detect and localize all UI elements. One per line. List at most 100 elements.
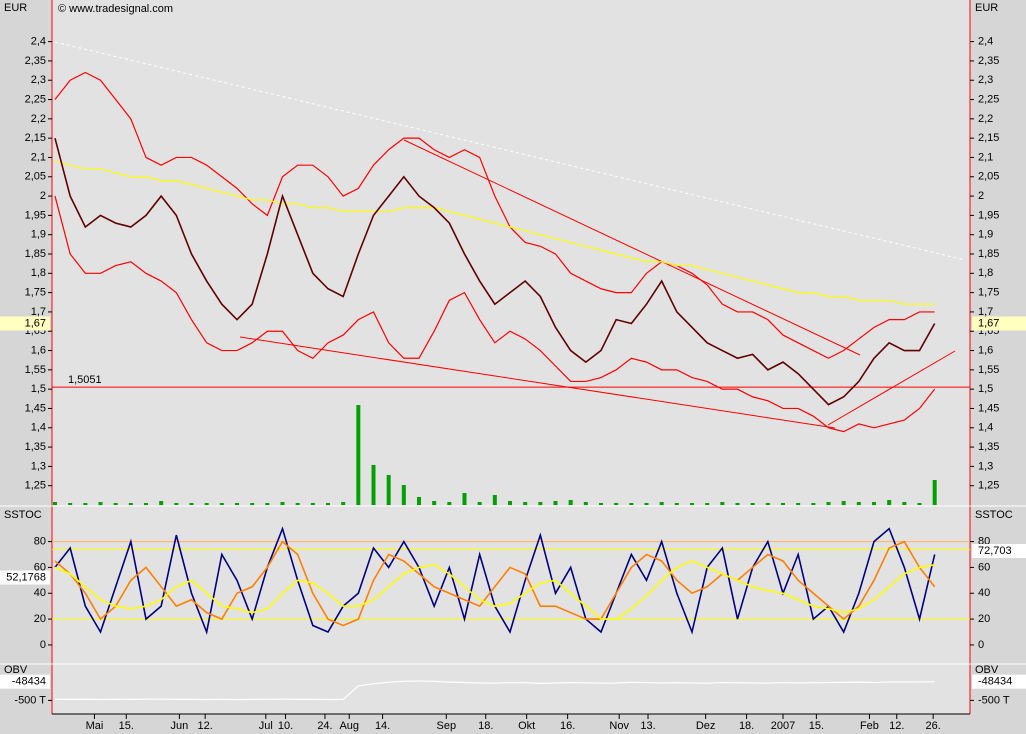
volume-bar	[417, 497, 421, 505]
y-tick-label: 1,3	[31, 460, 46, 472]
volume-bar	[705, 503, 710, 505]
x-tick-label: Sep	[437, 720, 457, 732]
y-tick-label: 20	[34, 613, 46, 625]
y-tick-label: 1,35	[25, 441, 46, 453]
volume-bar	[53, 502, 57, 505]
series-line	[54, 680, 935, 701]
value-label: -48434	[978, 676, 1012, 688]
y-tick-label: 2,05	[978, 171, 999, 183]
volume-bar	[674, 503, 679, 505]
x-tick-label: 12.	[889, 720, 904, 732]
volume-bar	[856, 502, 861, 505]
volume-bar	[447, 502, 452, 505]
volume-bar	[811, 503, 816, 505]
volume-bar	[720, 502, 725, 505]
y-tick-label: 60	[978, 561, 990, 573]
x-tick-label: 18.	[478, 720, 493, 732]
y-tick-label: 1,95	[978, 209, 999, 221]
y-tick-label: 0	[40, 639, 46, 651]
y-tick-label: 1,8	[31, 267, 46, 279]
axis-label: OBV	[975, 664, 999, 676]
volume-bar	[326, 503, 330, 505]
volume-bar	[265, 503, 270, 505]
y-tick-label: 60	[34, 561, 46, 573]
volume-bar	[295, 503, 300, 505]
value-label: -48434	[12, 676, 46, 688]
y-tick-label: 1,6	[31, 344, 46, 356]
x-tick-label: 26.	[926, 720, 941, 732]
x-tick-label: 10.	[278, 720, 293, 732]
x-tick-label: 14.	[375, 720, 390, 732]
trend-line	[239, 336, 836, 429]
volume-bar	[371, 465, 376, 505]
value-label: 72,703	[978, 545, 1012, 557]
axis-label: EUR	[975, 2, 998, 14]
series-line	[54, 560, 935, 620]
volume-bar	[280, 502, 285, 505]
value-box	[0, 674, 50, 689]
y-tick-label: 1,25	[25, 480, 46, 492]
volume-bar	[735, 503, 740, 505]
axis-label: OBV	[4, 664, 28, 676]
volume-bar	[887, 500, 892, 505]
x-tick-label: Dez	[696, 720, 716, 732]
y-tick-label: 2,2	[978, 113, 993, 125]
x-tick-label: Nov	[609, 720, 629, 732]
volume-bar	[83, 503, 88, 505]
volume-bar	[568, 500, 573, 505]
y-tick-label: 2	[40, 190, 46, 202]
volume-bar	[902, 502, 907, 505]
volume-bar	[765, 503, 770, 505]
y-tick-label: 1,4	[978, 422, 993, 434]
y-tick-label: 20	[978, 613, 990, 625]
x-tick-label: 15.	[809, 720, 824, 732]
y-tick-label: 1,4	[31, 422, 46, 434]
y-tick-label: -500 T	[14, 694, 46, 706]
volume-bar	[68, 503, 73, 505]
volume-bar	[841, 501, 846, 505]
y-tick-label: 1,75	[978, 287, 999, 299]
volume-bar	[477, 502, 482, 505]
y-tick-label: 1,5	[31, 383, 46, 395]
volume-bar	[341, 502, 346, 505]
volume-bar	[750, 503, 755, 505]
x-tick-label: 13.	[640, 720, 655, 732]
x-tick-label: Jun	[170, 720, 188, 732]
y-tick-label: 1,7	[978, 306, 993, 318]
x-tick-label: 12.	[198, 720, 213, 732]
volume-bar	[144, 503, 148, 505]
y-tick-label: 1,9	[978, 229, 993, 241]
volume-bar	[659, 502, 664, 505]
series-line	[54, 71, 935, 359]
volume-bar	[356, 405, 361, 505]
y-tick-label: 1,45	[25, 402, 46, 414]
volume-bar	[872, 502, 876, 505]
x-tick-label: Okt	[518, 720, 535, 732]
series-line	[54, 160, 935, 305]
y-tick-label: 2,25	[978, 93, 999, 105]
volume-bar	[310, 503, 315, 505]
volume-bar	[690, 503, 694, 505]
y-tick-label: 40	[978, 587, 990, 599]
volume-bar	[98, 502, 103, 505]
volume-bar	[235, 503, 239, 505]
y-tick-label: 1,5	[978, 383, 993, 395]
x-tick-label: 24.	[317, 720, 332, 732]
series-line	[54, 137, 936, 406]
y-tick-label: 2	[978, 190, 984, 202]
volume-bar	[508, 501, 512, 505]
y-tick-label: 1,9	[31, 229, 46, 241]
x-tick-label: 2007	[771, 720, 795, 732]
y-tick-label: 0	[978, 639, 984, 651]
volume-bar	[113, 503, 118, 505]
volume-bar	[826, 502, 831, 505]
volume-bar	[599, 503, 603, 505]
volume-bar	[644, 503, 649, 505]
value-box	[0, 570, 50, 585]
volume-bar	[250, 503, 255, 505]
volume-bar	[614, 503, 619, 505]
x-tick-label: Mai	[86, 720, 104, 732]
value-box	[972, 316, 1026, 331]
